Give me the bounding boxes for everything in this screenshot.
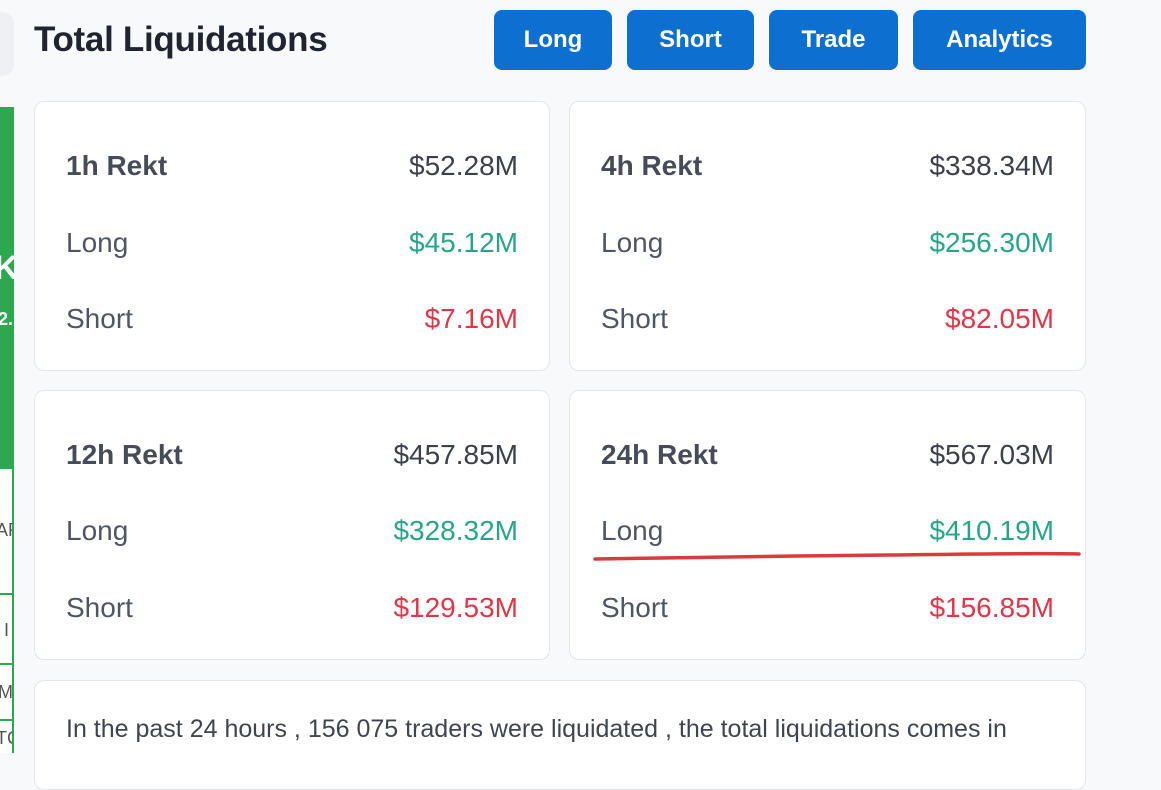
analytics-button[interactable]: Analytics [913,10,1086,70]
rekt-card-12h: 12h Rekt $457.85M Long $328.32M Short $1… [34,390,550,660]
rekt-card-24h: 24h Rekt $567.03M Long $410.19M Short $1… [569,390,1086,660]
card-total-value: $52.28M [409,150,518,181]
long-value: $328.32M [393,515,518,546]
left-panel-table: AR I M TC [0,467,14,753]
short-button[interactable]: Short [627,10,754,70]
card-header-row: 24h Rekt $567.03M [601,435,1054,475]
long-value: $256.30M [929,227,1054,258]
short-value: $7.16M [424,303,518,334]
long-value: $45.12M [409,227,518,258]
card-short-row: Short $129.53M [66,588,518,628]
long-label: Long [66,515,129,546]
card-title: 4h Rekt [601,150,703,181]
long-label: Long [601,227,664,258]
left-panel-cell-text: AR [0,520,12,540]
card-long-row: Long $328.32M [66,511,518,551]
card-title: 24h Rekt [601,439,718,470]
long-button[interactable]: Long [494,10,612,70]
page-title: Total Liquidations [34,20,328,59]
left-panel-cell: TC [0,721,12,753]
summary-text: In the past 24 hours , 156 075 traders w… [66,715,1007,743]
left-panel-fragment-big: KI [0,249,14,287]
card-header-row: 4h Rekt $338.34M [601,146,1054,186]
card-total-value: $457.85M [393,439,518,470]
long-value: $410.19M [929,515,1054,546]
left-panel-tab[interactable] [0,12,14,76]
card-title: 12h Rekt [66,439,183,470]
left-panel-cell-text: I [4,620,10,640]
left-panel-cell: M [0,665,12,719]
short-value: $82.05M [945,303,1054,334]
card-total-value: $567.03M [929,439,1054,470]
rekt-card-4h: 4h Rekt $338.34M Long $256.30M Short $82… [569,101,1086,371]
short-value: $156.85M [929,592,1054,623]
left-panel-cell-text: M [0,682,12,702]
trade-button[interactable]: Trade [769,10,898,70]
left-panel-edge: KI 2. AR I M TC [0,0,16,753]
long-label: Long [601,515,664,546]
short-label: Short [66,303,133,334]
card-long-row: Long $45.12M [66,223,518,263]
left-panel-cell-text: TC [0,728,12,748]
short-label: Short [601,303,668,334]
long-label: Long [66,227,129,258]
card-short-row: Short $156.85M [601,588,1054,628]
short-value: $129.53M [393,592,518,623]
rekt-card-1h: 1h Rekt $52.28M Long $45.12M Short $7.16… [34,101,550,371]
card-header-row: 12h Rekt $457.85M [66,435,518,475]
red-underline-annotation [593,551,1081,561]
card-short-row: Short $82.05M [601,299,1054,339]
short-label: Short [66,592,133,623]
left-panel-green-card: KI 2. [0,107,14,467]
card-header-row: 1h Rekt $52.28M [66,146,518,186]
left-panel-cell: I [0,595,12,663]
card-title: 1h Rekt [66,150,168,181]
left-panel-cell: AR [0,469,12,593]
left-panel-fragment-small: 2. [0,309,14,329]
card-short-row: Short $7.16M [66,299,518,339]
card-total-value: $338.34M [929,150,1054,181]
card-long-row: Long $256.30M [601,223,1054,263]
card-long-row: Long $410.19M [601,511,1054,551]
summary-card: In the past 24 hours , 156 075 traders w… [34,680,1086,790]
short-label: Short [601,592,668,623]
